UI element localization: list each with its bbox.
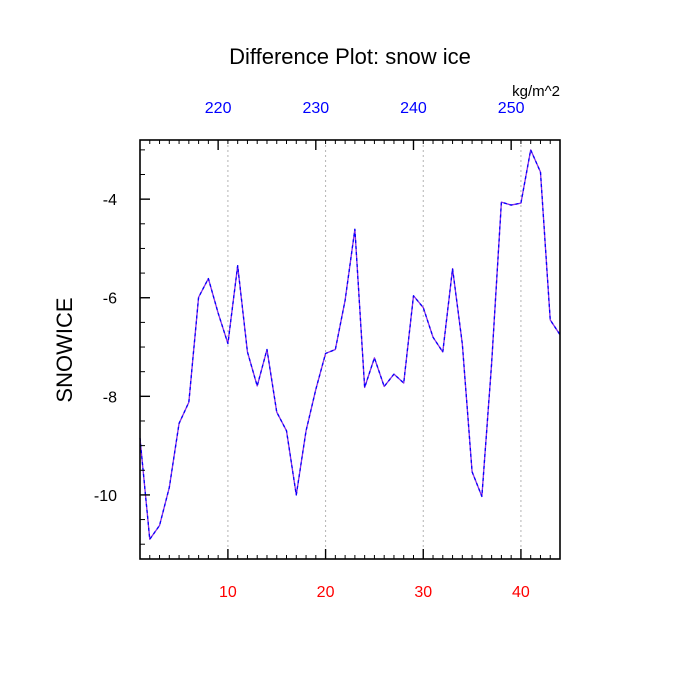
top-x-tick-label: 250 bbox=[498, 100, 525, 117]
top-x-tick-label: 220 bbox=[205, 100, 232, 117]
series-line bbox=[139, 149, 561, 540]
y-tick-label: -10 bbox=[94, 488, 117, 505]
plot-frame bbox=[139, 139, 561, 560]
top-x-tick-label: 230 bbox=[302, 100, 329, 117]
top-x-tick-label: 240 bbox=[400, 100, 427, 117]
y-axis-label: SNOWICE bbox=[52, 297, 77, 402]
x-tick-label: 40 bbox=[512, 584, 530, 601]
series-layer bbox=[139, 149, 561, 540]
x-tick-label: 30 bbox=[414, 584, 432, 601]
chart-title: Difference Plot: snow ice bbox=[229, 44, 471, 69]
top-x-axis: 220 230 240 250 bbox=[139, 100, 561, 150]
bottom-x-axis: 10 20 30 40 bbox=[139, 549, 561, 601]
y-axis: -10 -8 -6 -4 bbox=[94, 149, 150, 545]
gridlines bbox=[227, 140, 522, 559]
y-tick-label: -8 bbox=[103, 389, 117, 406]
x-tick-label: 10 bbox=[219, 584, 237, 601]
x-tick-label: 20 bbox=[317, 584, 335, 601]
y-tick-label: -6 bbox=[103, 291, 117, 308]
y-tick-label: -4 bbox=[103, 192, 117, 209]
units-label: kg/m^2 bbox=[512, 83, 560, 100]
series-line-dash bbox=[139, 149, 561, 540]
